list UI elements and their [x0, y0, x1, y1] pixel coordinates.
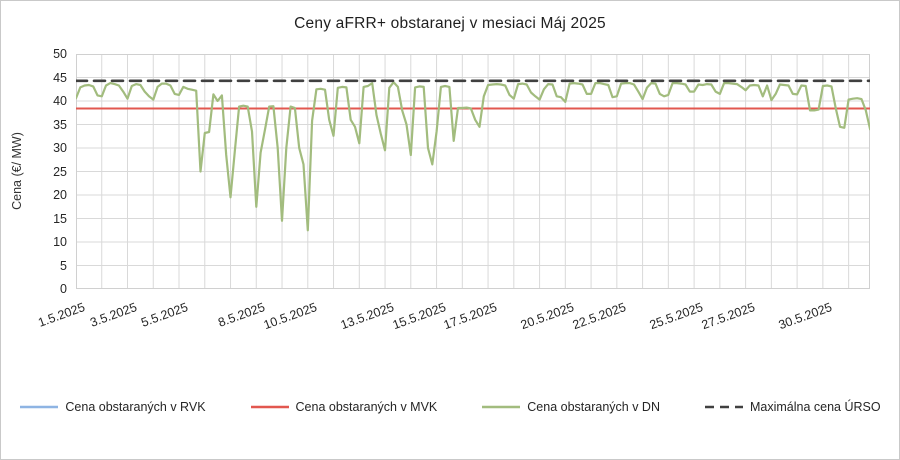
y-tick-label: 10 [53, 235, 67, 249]
plot-border [76, 54, 870, 289]
legend-swatch [250, 405, 289, 409]
plot-area [76, 54, 870, 289]
y-tick-label: 50 [53, 47, 67, 61]
y-tick-label: 40 [53, 94, 67, 108]
y-tick-label: 25 [53, 164, 67, 179]
y-tick-label: 15 [53, 211, 67, 226]
legend-item-0: Cena obstaraných v RVK [19, 400, 206, 414]
legend-label: Cena obstaraných v DN [527, 400, 660, 414]
legend-item-3: Maximálna cena ÚRSO [704, 400, 881, 414]
gridlines [76, 54, 870, 289]
legend-swatch [20, 405, 59, 409]
y-tick-label: 45 [53, 70, 67, 85]
legend-swatch [704, 405, 743, 409]
series-line-2 [76, 81, 870, 232]
y-tick-label: 20 [53, 188, 67, 202]
y-tick-label: 30 [53, 141, 67, 155]
legend-item-2: Cena obstaraných v DN [481, 400, 660, 414]
y-axis-title: Cena (€/ MW) [10, 132, 24, 210]
legend-label: Cena obstaraných v MVK [295, 400, 438, 414]
legend-swatch [482, 405, 521, 409]
y-tick-label: 5 [60, 258, 67, 273]
y-tick-label: 0 [60, 282, 67, 296]
chart-title: Ceny aFRR+ obstaranej v mesiaci Máj 2025 [294, 15, 606, 32]
legend: Cena obstaraných v RVK Cena obstaraných v… [1, 400, 899, 414]
legend-label: Maximálna cena ÚRSO [749, 400, 881, 414]
legend-label: Cena obstaraných v RVK [65, 400, 206, 414]
y-tick-label: 35 [53, 117, 67, 132]
legend-item-1: Cena obstaraných v MVK [250, 400, 438, 414]
